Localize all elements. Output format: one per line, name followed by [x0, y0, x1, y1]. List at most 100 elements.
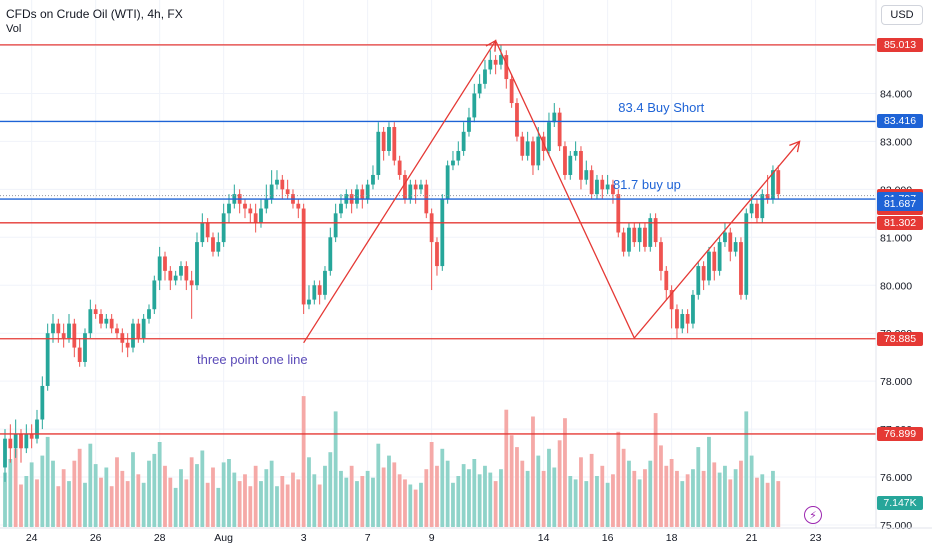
volume-bar [493, 481, 498, 527]
volume-bar [109, 486, 114, 527]
volume-bar [504, 409, 509, 527]
candle-body [547, 122, 551, 151]
volume-bar [29, 462, 34, 527]
volume-bar [552, 467, 557, 527]
candle-body [72, 323, 77, 348]
candle-body [472, 93, 477, 118]
y-tick-label: 76.000 [880, 472, 912, 484]
candle-body [712, 251, 717, 271]
volume-bar [67, 481, 71, 527]
candle [675, 304, 679, 338]
candle-body [13, 433, 18, 449]
candle-body [403, 174, 407, 199]
candle-body [685, 314, 690, 324]
candle [573, 141, 578, 161]
volume-bar [477, 474, 482, 527]
candle [637, 222, 642, 252]
candle [307, 285, 311, 310]
volume-bar [323, 465, 327, 527]
currency-button[interactable]: USD [881, 5, 923, 25]
candle-body [701, 266, 706, 281]
candle [467, 107, 471, 137]
lightning-icon[interactable]: ⚡ [804, 506, 822, 524]
candle [328, 227, 333, 276]
candle [285, 179, 290, 199]
candle-body [515, 103, 519, 137]
trend-lines[interactable] [303, 39, 801, 344]
volume-bar [573, 479, 578, 527]
time-axis[interactable]: 24 26 28 Aug 3 7 9 14 16 18 21 23 [0, 527, 932, 550]
volume-bar [371, 477, 375, 527]
volume-bar [291, 472, 295, 527]
candle [717, 237, 722, 276]
candle [771, 165, 775, 204]
candle [189, 270, 194, 319]
candle [387, 122, 391, 156]
candle-body [467, 117, 471, 132]
annotation-text[interactable]: three point one line [196, 351, 308, 367]
candle [232, 184, 237, 209]
volume-bar [483, 465, 487, 527]
candle-body [675, 309, 679, 329]
x-tick-label: 23 [810, 532, 822, 544]
candle-body [744, 213, 749, 295]
candle-body [147, 309, 151, 319]
candle [616, 189, 621, 238]
price-label: 7.147K [877, 496, 923, 511]
candle-body [77, 347, 82, 362]
candle [253, 203, 258, 233]
candle-body [488, 59, 493, 70]
candle-body [355, 189, 359, 204]
volume-bar [611, 474, 615, 527]
volume-bar [51, 460, 55, 527]
candle [243, 198, 247, 219]
candle [120, 328, 125, 353]
volume-bar [141, 482, 146, 527]
volume-bar [35, 479, 39, 527]
candle-body [179, 266, 183, 276]
candle [141, 314, 146, 343]
volume-bar [376, 443, 381, 527]
volume-bar [680, 481, 685, 527]
volume-bar [163, 465, 167, 527]
candle [733, 237, 738, 257]
candle [24, 424, 29, 454]
candle-body [397, 160, 402, 175]
volume-bar [472, 459, 477, 527]
candle-body [120, 333, 125, 343]
annotation-text[interactable]: 83.4 Buy Short [618, 100, 705, 116]
candle [371, 165, 375, 190]
candle [712, 246, 717, 281]
chart-title: CFDs on Crude Oil (WTI), 4h, FX [6, 7, 183, 21]
volume-bar [307, 457, 311, 527]
volume-bar [605, 482, 610, 527]
volume-bar [568, 476, 573, 527]
candle [760, 189, 765, 223]
candle [349, 189, 354, 214]
volume-bar [723, 465, 727, 527]
candle-body [664, 270, 669, 291]
candle [125, 333, 130, 358]
candle-body [653, 218, 658, 243]
candle-body [573, 150, 578, 156]
candle-body [451, 160, 455, 166]
x-tick-label: 9 [429, 532, 435, 544]
annotation-text[interactable]: 81.7 buy up [612, 176, 681, 192]
candle-body [392, 127, 397, 161]
candle [728, 227, 733, 262]
candle [483, 59, 487, 89]
candle-body [536, 136, 541, 166]
volume-bar [365, 470, 370, 527]
candle [216, 232, 221, 257]
candle-body [285, 189, 290, 195]
volume-bar [445, 460, 450, 527]
price-axis[interactable]: 75.00076.00077.00078.00079.00080.00081.0… [875, 0, 932, 550]
volume-bar [691, 469, 695, 527]
candle-body [45, 333, 50, 386]
candle-body [723, 232, 727, 243]
volume-bar [120, 470, 125, 527]
candle [493, 55, 498, 75]
candle [440, 194, 445, 271]
trend-line[interactable] [303, 39, 801, 344]
